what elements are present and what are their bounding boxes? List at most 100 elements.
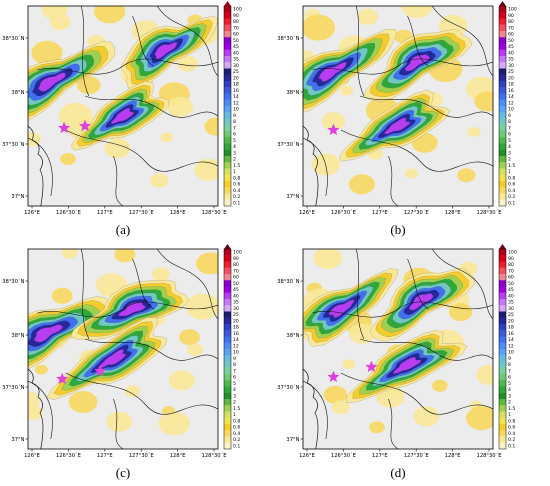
colorbar-tick-label: 9	[508, 356, 511, 362]
colorbar-tick-label: 6	[508, 375, 511, 381]
colorbar-tick-label: 14	[233, 94, 239, 100]
colorbar-swatch	[224, 367, 231, 375]
colorbar-tick-label: 20	[508, 75, 514, 81]
colorbar-swatch	[499, 99, 506, 107]
colorbar-swatch	[499, 112, 506, 119]
colorbar-swatch	[224, 118, 231, 125]
colorbar-tick-label: 6	[233, 132, 236, 138]
x-tick-label: 126°30´E	[331, 210, 356, 216]
colorbar-swatch	[224, 405, 231, 412]
colorbar-swatch	[499, 267, 506, 275]
rain-patch	[204, 117, 218, 136]
colorbar-swatch	[224, 399, 231, 406]
colorbar-tick-label: 5	[508, 138, 511, 144]
colorbar-swatch	[224, 62, 231, 69]
rain-patch	[369, 421, 385, 434]
boundary-line	[156, 249, 218, 320]
y-tick-label: 37°N	[286, 194, 299, 200]
colorbar-swatch	[499, 81, 506, 88]
colorbar-swatch	[224, 124, 231, 132]
colorbar-tick-label: 10	[508, 350, 514, 356]
rain-patch	[151, 267, 171, 282]
rain-contour	[97, 349, 126, 369]
colorbar-tick-label: 25	[508, 312, 514, 318]
x-tick-label: 127°E	[97, 210, 113, 216]
boundary-line	[431, 6, 493, 77]
y-tick-label: 37°N	[286, 437, 299, 443]
colorbar-tick-label: 5	[233, 381, 236, 387]
colorbar-swatch	[499, 299, 506, 306]
coastline	[303, 125, 319, 206]
colorbar-swatch	[224, 199, 231, 207]
x-tick-label: 126°E	[24, 210, 40, 216]
colorbar-swatch	[224, 106, 231, 113]
map-frame	[302, 248, 494, 450]
colorbar-tick-label: 18	[508, 325, 514, 331]
colorbar-tick-label: 0.4	[233, 188, 240, 194]
x-tick-label: 126°E	[299, 453, 315, 459]
colorbar-swatch	[499, 143, 506, 150]
colorbar-swatch	[224, 317, 231, 325]
rain-patch	[187, 343, 203, 356]
station-star-marker	[94, 364, 107, 377]
colorbar-swatch	[499, 324, 506, 331]
colorbar-swatch	[224, 355, 231, 362]
boundary-line	[113, 398, 124, 449]
boundary-line	[359, 338, 493, 361]
colorbar-tick-label: 8	[508, 362, 511, 368]
colorbar-tick-label: 90	[233, 13, 239, 19]
x-tick-label: 127°E	[97, 453, 113, 459]
colorbar-swatch	[499, 168, 506, 175]
y-tick-label: 38°N	[286, 90, 299, 96]
colorbar-tick-label: 60	[508, 275, 514, 281]
colorbar-tick-label: 7	[233, 125, 236, 131]
boundary-line	[37, 58, 218, 75]
rain-contour	[33, 324, 63, 343]
colorbar-swatch	[499, 193, 506, 200]
colorbar-tick-label: 1	[508, 412, 511, 418]
rain-patch	[104, 138, 131, 159]
colorbar: 1009080706050454035302520181614121098765…	[498, 244, 517, 449]
colorbar-tick-label: 20	[508, 318, 514, 324]
colorbar-tick-label: 12	[508, 100, 514, 106]
panel-label: (a)	[115, 222, 131, 237]
colorbar-swatch	[224, 286, 231, 293]
x-tick-label: 128°E	[445, 453, 461, 459]
colorbar-swatch	[224, 18, 231, 25]
x-tick-label: 127°E	[372, 210, 388, 216]
rain-contour	[404, 54, 430, 72]
colorbar-swatch	[224, 87, 231, 94]
colorbar-swatch	[499, 68, 506, 75]
colorbar-swatch	[499, 43, 506, 50]
x-tick-label: 128°30´E	[477, 453, 502, 459]
colorbar-swatch	[224, 56, 231, 63]
colorbar-swatch	[499, 424, 506, 431]
colorbar-tick-label: 18	[233, 325, 239, 331]
rain-patch	[331, 400, 351, 415]
rain-patch	[51, 287, 73, 304]
colorbar-tick-label: 70	[233, 268, 239, 274]
colorbar-tick-label: 40	[508, 50, 514, 56]
colorbar-tick-label: 60	[233, 275, 239, 281]
colorbar-swatch	[499, 49, 506, 57]
colorbar-swatch	[224, 442, 231, 450]
colorbar-swatch	[224, 424, 231, 431]
colorbar-tick-label: 35	[508, 57, 514, 63]
precipitation-map: 126°E 126°30´E 127°E 127°30´E 128°E 128°30´E 3…	[2, 244, 242, 459]
colorbar-tick-label: 1.5	[508, 163, 515, 169]
colorbar-tick-label: 0.1	[508, 443, 515, 449]
boundary-line	[340, 129, 493, 172]
colorbar-tick-label: 12	[508, 343, 514, 349]
rain-patch	[177, 55, 199, 72]
colorbar-tick-label: 10	[508, 107, 514, 113]
colorbar-swatch	[224, 330, 231, 337]
map-frame	[27, 248, 219, 450]
x-tick-label: 127°30´E	[129, 210, 154, 216]
colorbar-tick-label: 1	[233, 169, 236, 175]
x-tick-label: 126°30´E	[56, 453, 81, 459]
colorbar-tick-label: 80	[508, 19, 514, 25]
rain-contour	[38, 72, 66, 92]
colorbar-swatch	[224, 311, 231, 318]
colorbar-tick-label: 60	[508, 32, 514, 38]
colorbar-tick-label: 45	[233, 44, 239, 50]
